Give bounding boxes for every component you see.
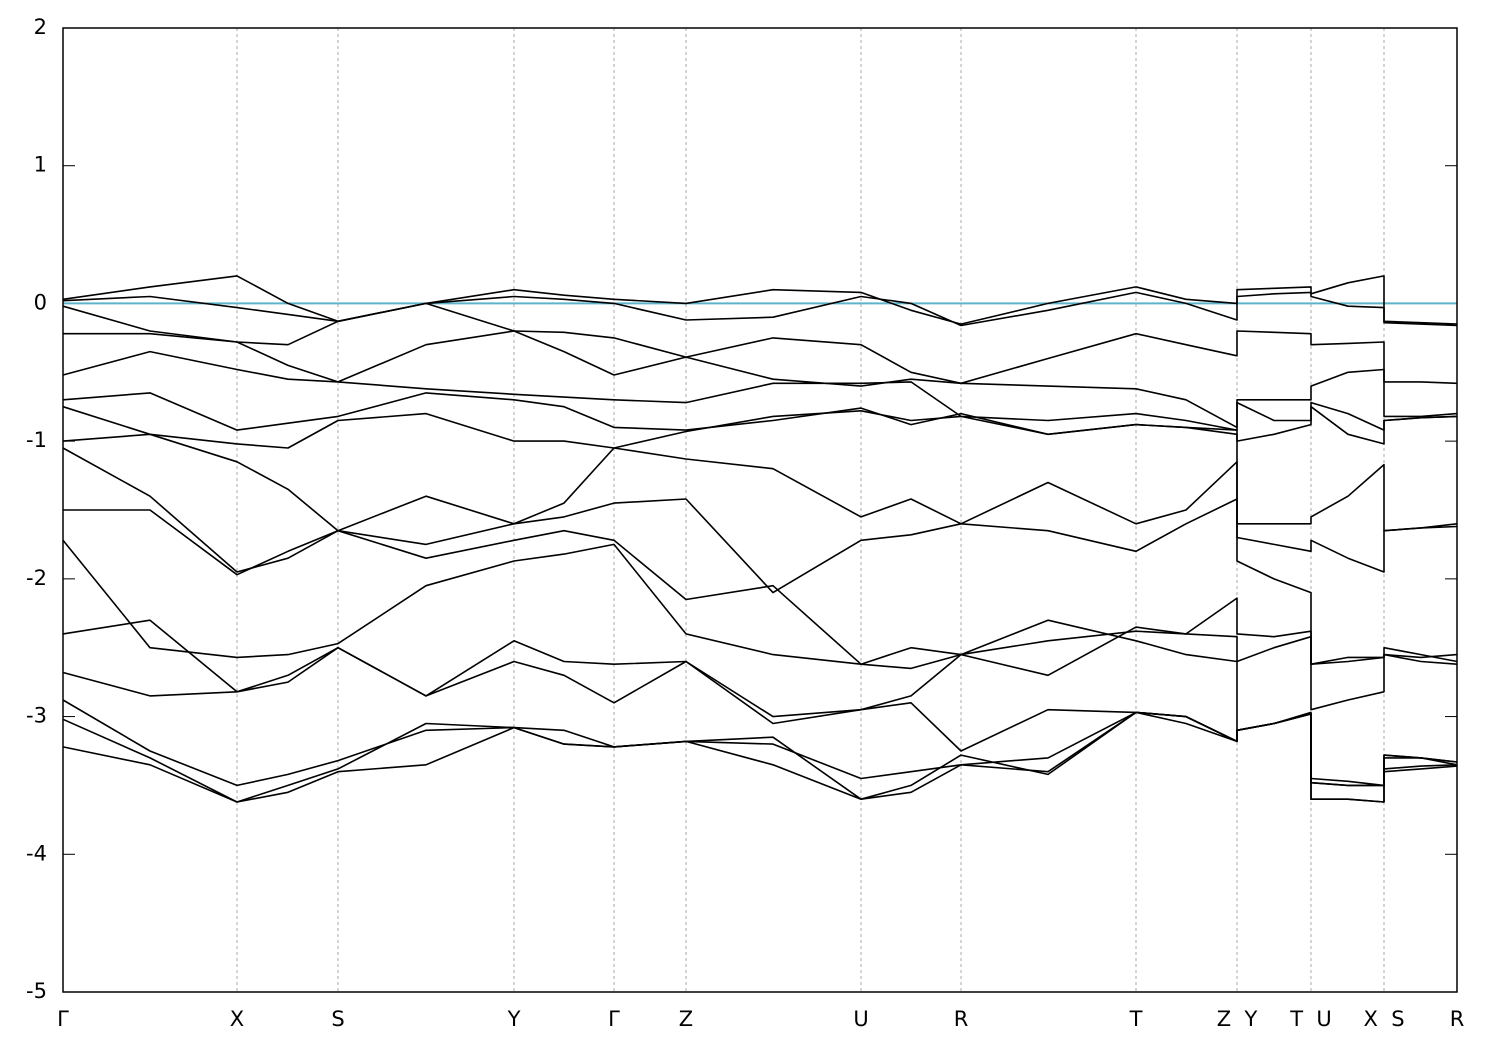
band-line [62,711,1458,803]
x-tick-label: Z [679,1007,693,1031]
band-line [62,447,1458,665]
y-tick-label: -3 [26,704,47,728]
x-tick-label: Z Y [1217,1007,1258,1031]
band-line [62,392,1458,445]
x-tick-label: T U [1289,1007,1332,1031]
band-line [62,711,1458,803]
x-tick-label: R [954,1007,969,1031]
y-tick-label: 1 [34,153,47,177]
plot-frame [62,27,1458,993]
x-tick-label: Γ [608,1007,620,1031]
y-tick-label: 0 [34,290,47,314]
band-line [62,405,1458,532]
y-tick-label: -4 [26,841,47,865]
x-tick-label: Y [507,1007,521,1031]
x-tick-label: T [1129,1007,1143,1031]
x-tick-label: Γ [57,1007,69,1031]
y-tick-label: -1 [26,428,47,452]
band-line [63,302,1458,429]
x-tick-label: R [1450,1007,1465,1031]
y-tick-label: 2 [34,15,47,39]
x-tick-label: S [331,1007,344,1031]
y-tick-label: -5 [26,979,47,1003]
y-tick-label: -2 [26,566,47,590]
x-tick-label: X S [1363,1007,1404,1031]
x-tick-label: X [230,1007,244,1031]
x-tick-label: U [853,1007,868,1031]
